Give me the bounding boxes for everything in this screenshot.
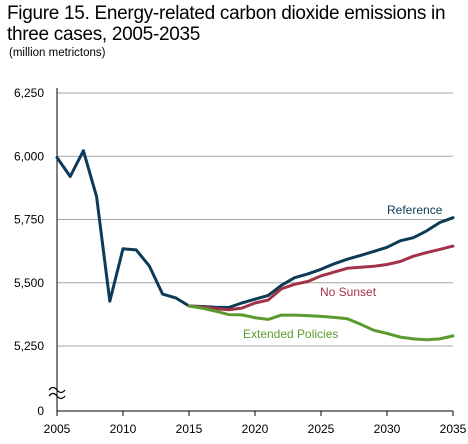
x-tick-label: 2005 bbox=[44, 422, 71, 436]
y-tick-label: 6,000 bbox=[14, 149, 44, 163]
y-tick-label: 5,750 bbox=[14, 213, 44, 227]
chart-title: Figure 15. Energy-related carbon dioxide… bbox=[7, 3, 446, 45]
series-line-reference bbox=[55, 149, 455, 309]
axis-break-icon bbox=[48, 386, 66, 400]
x-tick-label: 2035 bbox=[440, 422, 467, 436]
series-line-extended-policies bbox=[187, 304, 455, 342]
y-tick-label: 5,250 bbox=[14, 339, 44, 353]
x-tick-label: 2010 bbox=[110, 422, 137, 436]
y-tick-label: 5,500 bbox=[14, 276, 44, 290]
y-tick-label: 6,250 bbox=[14, 86, 44, 100]
x-tick-label: 2020 bbox=[242, 422, 269, 436]
x-tick-label: 2015 bbox=[176, 422, 203, 436]
y-tick-label-zero: 0 bbox=[37, 404, 44, 418]
unit-label: (million metrictons) bbox=[9, 47, 106, 59]
series-label-no-sunset: No Sunset bbox=[320, 285, 377, 299]
gridlines bbox=[57, 92, 453, 347]
series-line-no-sunset bbox=[187, 244, 455, 312]
series-lines bbox=[55, 149, 455, 342]
x-tick-label: 2025 bbox=[308, 422, 335, 436]
series-label-extended-policies: Extended Policies bbox=[243, 327, 338, 341]
x-tick-label: 2030 bbox=[374, 422, 401, 436]
series-label-reference: Reference bbox=[387, 203, 443, 217]
axes bbox=[48, 88, 453, 412]
series-labels: Reference No Sunset Extended Policies bbox=[243, 203, 443, 341]
